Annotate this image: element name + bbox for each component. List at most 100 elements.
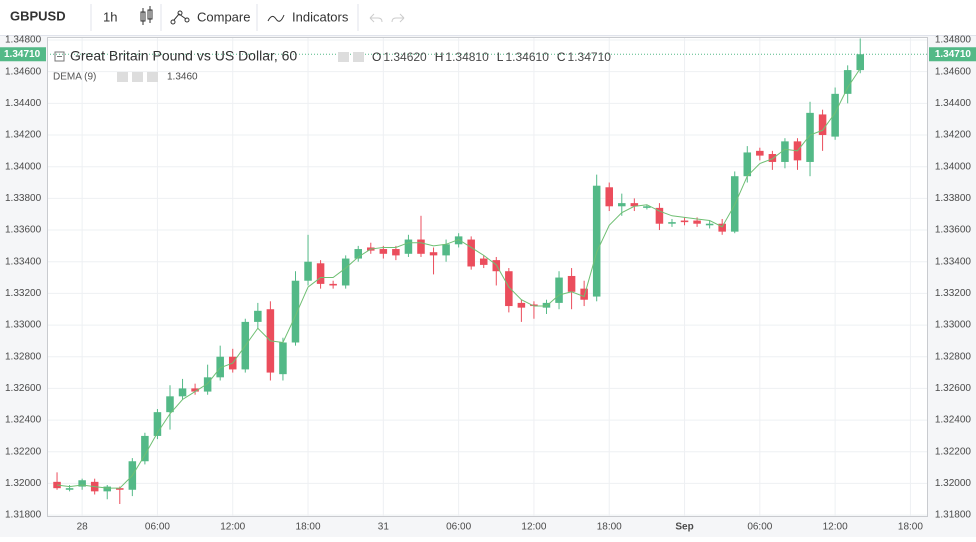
ohlc-value: 1.34710 <box>568 50 612 64</box>
candle-body <box>254 310 262 322</box>
candle-body <box>668 222 676 224</box>
last-price-label: 1.34710 <box>935 49 972 60</box>
candle-body <box>404 239 413 254</box>
y-tick-label-right: 1.34400 <box>935 98 972 109</box>
ohlc-label: O <box>372 50 381 64</box>
candle-body <box>831 93 839 137</box>
x-tick-label: 28 <box>77 522 89 533</box>
candle-body <box>505 271 513 307</box>
indicators-icon[interactable] <box>267 14 285 22</box>
y-tick-label: 1.32000 <box>5 478 42 489</box>
redo[interactable] <box>391 13 405 23</box>
y-tick-label: 1.32200 <box>5 446 42 457</box>
legend-icon[interactable] <box>117 72 128 82</box>
ohlc-value: 1.34620 <box>383 50 427 64</box>
interval[interactable]: 1h <box>103 9 117 24</box>
chart-title: Great Britain Pound vs US Dollar, 60 <box>70 48 297 64</box>
last-price-tag <box>929 47 976 62</box>
candle-body <box>530 304 538 307</box>
legend-icon[interactable] <box>147 72 158 82</box>
y-tick-label-right: 1.32800 <box>935 351 972 362</box>
candle-body <box>630 203 639 207</box>
y-tick-label: 1.33600 <box>5 225 42 236</box>
x-tick-label: 31 <box>378 522 390 533</box>
candle-body <box>379 249 388 254</box>
y-tick-label: 1.34600 <box>5 66 42 77</box>
symbol[interactable]: GBPUSD <box>10 8 66 23</box>
y-tick-label-right: 1.32600 <box>935 383 972 394</box>
ohlc-legend: O 1.34620 H 1.34810 L 1.34610 C 1.34710 <box>372 50 611 64</box>
candle-body <box>567 275 576 292</box>
candle-body <box>680 220 689 223</box>
legend-icon[interactable] <box>132 72 143 82</box>
indicator-value: 1.3460 <box>167 72 198 83</box>
plot <box>47 37 928 517</box>
candle-body <box>467 239 475 267</box>
candle-body <box>580 288 588 300</box>
candle-body <box>392 249 400 256</box>
y-tick-label-right: 1.32200 <box>935 446 972 457</box>
y-tick-label: 1.34800 <box>5 35 42 46</box>
candle-body <box>103 486 112 492</box>
candle-body <box>517 302 526 308</box>
y-tick-label-right: 1.33600 <box>935 225 972 236</box>
candle-body <box>354 249 363 259</box>
indicator-name: DEMA (9) <box>53 72 96 83</box>
x-tick-label: 06:00 <box>747 522 772 533</box>
legend-icon[interactable] <box>338 52 349 62</box>
candle-body <box>166 396 174 413</box>
collapse-icon[interactable] <box>54 51 65 62</box>
y-tick-label-right: 1.34200 <box>935 130 972 141</box>
x-tick-label: Sep <box>675 522 693 533</box>
candle-body <box>116 488 124 490</box>
y-tick-label: 1.31800 <box>5 510 42 521</box>
x-tick-label: 06:00 <box>446 522 471 533</box>
candle-body <box>216 356 224 378</box>
candle-body <box>141 435 149 462</box>
candle-body <box>768 154 777 162</box>
y-tick-label-right: 1.34000 <box>935 161 972 172</box>
candle-body <box>78 480 86 487</box>
ohlc-label: L <box>497 50 504 64</box>
plot-border <box>47 37 928 517</box>
candle-body <box>203 377 212 392</box>
legend-icon[interactable] <box>353 52 364 62</box>
candle-body <box>178 388 187 397</box>
plot-area <box>47 37 928 517</box>
x-tick-label: 12:00 <box>823 522 848 533</box>
compare-icon[interactable] <box>170 10 190 25</box>
y-tick-label: 1.34200 <box>5 130 42 141</box>
indicators-button[interactable]: Indicators <box>292 9 349 24</box>
y-tick-label-right: 1.31800 <box>935 510 972 521</box>
candle-body <box>643 206 651 208</box>
x-tick-label: 12:00 <box>220 522 245 533</box>
ohlc-value: 1.34610 <box>505 50 549 64</box>
x-tick-label: 06:00 <box>145 522 170 533</box>
last-price-tag <box>0 47 46 62</box>
y-tick-label-right: 1.32000 <box>935 478 972 489</box>
y-tick-label-right: 1.33200 <box>935 288 972 299</box>
candle-body <box>781 141 789 162</box>
candle-body <box>341 258 350 286</box>
candle-body <box>655 207 664 224</box>
candle-body <box>329 283 337 286</box>
candle-body <box>454 236 463 245</box>
x-tick-label: 12:00 <box>521 522 546 533</box>
candle-body <box>856 54 864 71</box>
y-tick-label: 1.33800 <box>5 193 42 204</box>
y-tick-label-right: 1.34800 <box>935 35 972 46</box>
candle-body <box>153 412 162 436</box>
ohlc-label: C <box>557 50 566 64</box>
candle-body <box>592 185 601 297</box>
y-tick-label-right: 1.32400 <box>935 415 972 426</box>
candle-body <box>291 280 300 343</box>
candle-body <box>605 187 613 207</box>
undo[interactable] <box>369 13 383 23</box>
candle-body <box>806 112 814 162</box>
candle-body <box>65 488 74 490</box>
y-tick-label: 1.32600 <box>5 383 42 394</box>
chart-style-icon[interactable] <box>140 6 153 25</box>
compare-button[interactable]: Compare <box>197 9 250 24</box>
